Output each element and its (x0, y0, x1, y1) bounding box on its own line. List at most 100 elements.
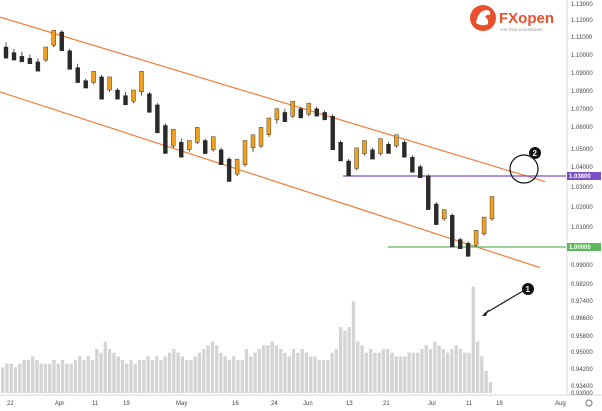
volume-bar (475, 341, 480, 393)
volume-bar (283, 352, 287, 393)
volume-bar (368, 349, 373, 393)
price-level-tag: 1.00000 (569, 245, 591, 251)
volume-bar (287, 356, 291, 393)
candle-up (290, 100, 295, 117)
candle-down (59, 31, 64, 51)
candle-up (91, 71, 96, 83)
volume-bar (313, 356, 317, 393)
volume-bar (155, 356, 159, 393)
candle-down (11, 52, 17, 61)
y-tick-label: 0.94200 (571, 367, 593, 373)
y-tick-label: 1.02000 (571, 205, 593, 211)
y-tick-label: 1.13000 (571, 2, 593, 8)
candle-down (426, 175, 431, 210)
volume-bar (223, 356, 227, 393)
candle-up (354, 147, 359, 169)
volume-bar (26, 360, 31, 393)
candle-up (481, 216, 487, 235)
volume-bar (249, 356, 253, 393)
candle-up (489, 196, 495, 220)
candle-up (473, 229, 479, 246)
volume-bar (193, 356, 197, 393)
candle-up (306, 102, 311, 115)
volume-bar (356, 341, 360, 393)
volume-bar (480, 356, 484, 393)
volume-bar (189, 360, 193, 393)
volume-bar (291, 349, 296, 393)
volume-bar (73, 360, 78, 393)
y-tick-label: 0.98200 (571, 282, 593, 288)
volume-bar (78, 356, 82, 393)
volume-bar (398, 356, 403, 393)
volume-bar (9, 363, 13, 393)
candle-up (242, 140, 248, 165)
x-tick-label: 19 (496, 401, 503, 407)
y-tick-label: 1.06000 (571, 125, 593, 131)
candle-up (234, 158, 240, 175)
volume-bar (377, 352, 381, 393)
x-tick-label: 22 (7, 401, 14, 407)
x-tick-label: 13 (346, 401, 353, 407)
volume-bar (227, 360, 232, 393)
volume-bar (5, 363, 9, 393)
candle-down (35, 61, 41, 72)
candle-down (402, 142, 407, 158)
price-level-tag: 1.03800 (569, 174, 591, 180)
volume-bar (30, 356, 35, 393)
x-tick-label: Jul (428, 401, 436, 407)
volume-bar (48, 363, 52, 393)
volume-bar (274, 345, 279, 393)
volume-bar (22, 360, 26, 393)
x-tick-label: 11 (466, 401, 473, 407)
candle-down (115, 89, 120, 100)
volume-bar (107, 349, 112, 393)
volume-bar (69, 363, 73, 393)
volume-bar (18, 363, 22, 393)
y-tick-label: 1.10000 (571, 53, 593, 59)
volume-bar (471, 286, 475, 393)
volume-bar (428, 349, 433, 393)
volume-bar (240, 360, 244, 393)
volume-bar (125, 363, 129, 393)
volume-bar (415, 352, 420, 393)
volume-bar (279, 349, 283, 393)
volume-bar (137, 360, 142, 393)
candle-down (282, 112, 288, 122)
volume-bar (326, 360, 330, 393)
candle-down (218, 149, 224, 166)
dragon-icon (476, 10, 491, 26)
volume-bar (206, 345, 210, 393)
volume-bar (364, 352, 368, 393)
annotation-1-arrowhead-icon (482, 309, 489, 316)
candle-down (434, 203, 439, 225)
x-tick-label: 19 (123, 401, 130, 407)
volume-bar (261, 345, 266, 393)
volume-bar (202, 349, 206, 393)
candle-down (450, 214, 455, 248)
candle-up (274, 108, 280, 121)
volume-bar (321, 360, 326, 393)
volume-bar (450, 349, 454, 393)
candle-down (370, 149, 375, 160)
candle-up (258, 127, 264, 147)
volume-bar (180, 356, 185, 393)
volume-bar (463, 352, 467, 393)
volume-bar (317, 360, 321, 393)
candle-up (250, 134, 256, 149)
volume-bar (214, 345, 219, 393)
y-tick-label: 0.93400 (571, 384, 593, 390)
volume-bar (210, 341, 214, 393)
volume-bar (60, 360, 65, 393)
candle-up (210, 136, 216, 150)
candle-down (346, 160, 351, 177)
volume-bar (39, 363, 43, 393)
annotation-1-label: 1 (526, 285, 531, 294)
price-level-tag-bg (567, 243, 601, 251)
volume-bar (150, 360, 155, 393)
candle-up (378, 138, 383, 154)
volume-bar (330, 352, 334, 393)
annotation-2-label: 2 (533, 149, 538, 158)
candle-down (27, 58, 33, 65)
volume-bar (266, 345, 270, 393)
